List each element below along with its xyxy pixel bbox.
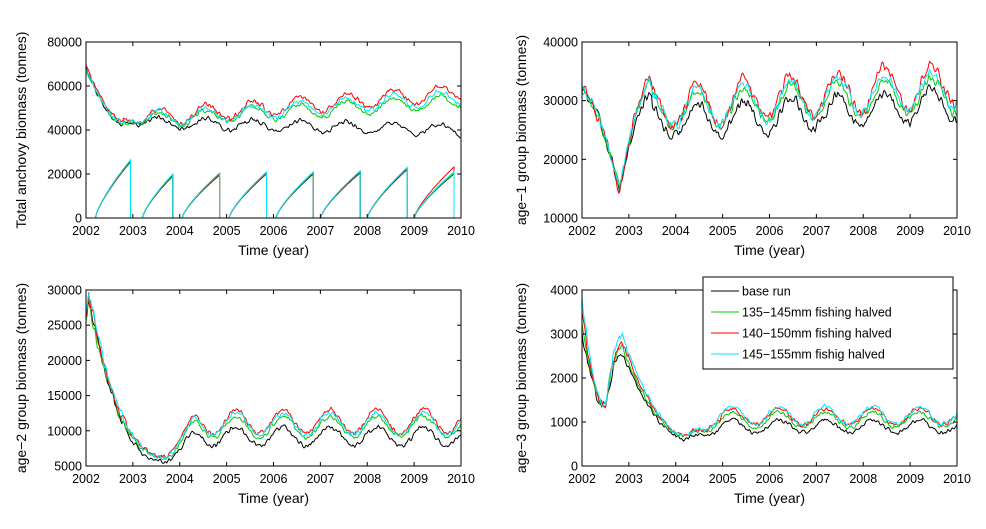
panel-age2-biomass: 2002 2003 2004 2005 2006 2007 2008 2009 2010 5000… — [13, 283, 475, 506]
x-tick-label: 2004 — [662, 472, 690, 486]
series-line-3 — [582, 60, 957, 195]
panel-age3-biomass: 2002 2003 2004 2005 2006 2007 2008 2009 2010 0 100… — [513, 276, 971, 506]
legend-label-2: 135−145mm fishing halved — [742, 306, 892, 320]
x-tick-label: 2002 — [568, 472, 596, 486]
x-tick-label: 2010 — [943, 472, 971, 486]
y-tick-label: 60000 — [47, 80, 82, 94]
x-tick-label: 2008 — [353, 472, 381, 486]
y-tick-label: 30000 — [543, 94, 578, 108]
x-tick-label: 2007 — [802, 224, 830, 238]
x-tick-label: 2003 — [615, 224, 643, 238]
y-tick-label: 10000 — [47, 424, 82, 438]
legend-label-1: base run — [742, 285, 791, 299]
series-line-4 — [582, 68, 957, 186]
y-axis-label: age−1 group biomass (tonnes) — [513, 35, 529, 225]
y-tick-label: 30000 — [47, 284, 82, 298]
series-group — [86, 292, 461, 464]
x-tick-label: 2005 — [213, 224, 241, 238]
sawtooth-line-3 — [94, 159, 455, 218]
series-group — [86, 64, 461, 218]
x-tick-label: 2004 — [662, 224, 690, 238]
sawtooth-line-4 — [94, 158, 455, 218]
y-axis-label: age−3 group biomass (tonnes) — [513, 283, 529, 473]
y-tick-label: 15000 — [47, 389, 82, 403]
x-tick-label: 2003 — [119, 224, 147, 238]
legend-box — [702, 276, 954, 370]
panel-age1-biomass: 2002 2003 2004 2005 2006 2007 2008 2009 2010 1000… — [513, 35, 971, 258]
x-tick-label: 2007 — [306, 224, 334, 238]
x-tick-label: 2008 — [849, 224, 877, 238]
x-tick-label: 2004 — [166, 472, 194, 486]
x-tick-label: 2005 — [709, 224, 737, 238]
sawtooth-line-1 — [94, 160, 455, 218]
x-tick-label: 2007 — [306, 472, 334, 486]
y-tick-label: 20000 — [47, 354, 82, 368]
y-tick-label: 1000 — [550, 416, 578, 430]
x-tick-label: 2005 — [213, 472, 241, 486]
series-line-4 — [582, 296, 957, 437]
axes-frame — [581, 41, 958, 219]
axes-frame — [85, 289, 462, 467]
y-tick-label: 3000 — [550, 328, 578, 342]
series-line-2 — [86, 298, 461, 460]
x-tick-label: 2006 — [756, 224, 784, 238]
x-tick-label: 2007 — [802, 472, 830, 486]
x-tick-label: 2009 — [896, 472, 924, 486]
x-axis-label: Time (year) — [734, 490, 805, 506]
series-line-1 — [582, 332, 957, 442]
x-tick-label: 2006 — [260, 472, 288, 486]
x-tick-label: 2009 — [400, 472, 428, 486]
x-tick-label: 2002 — [568, 224, 596, 238]
legend: base run 135−145mm fishing halved 140−150m… — [702, 276, 954, 370]
y-tick-label: 4000 — [550, 284, 578, 298]
x-tick-label: 2003 — [615, 472, 643, 486]
y-axis-label: Total anchovy biomass (tonnes) — [13, 32, 29, 229]
y-tick-label: 0 — [571, 460, 578, 474]
x-tick-label: 2005 — [709, 472, 737, 486]
x-tick-label: 2003 — [119, 472, 147, 486]
y-tick-label: 0 — [75, 212, 82, 226]
series-line-4 — [86, 68, 461, 128]
x-tick-label: 2010 — [447, 472, 475, 486]
series-line-1 — [86, 66, 461, 139]
y-tick-label: 25000 — [47, 319, 82, 333]
x-tick-label: 2010 — [447, 224, 475, 238]
x-tick-label: 2002 — [72, 472, 100, 486]
x-tick-label: 2008 — [353, 224, 381, 238]
x-tick-label: 2006 — [756, 472, 784, 486]
sawtooth-line-2 — [94, 159, 455, 218]
series-line-1 — [582, 84, 957, 193]
series-line-2 — [582, 322, 957, 438]
x-tick-label: 2006 — [260, 224, 288, 238]
x-axis-label: Time (year) — [238, 490, 309, 506]
x-axis-label: Time (year) — [734, 242, 805, 258]
y-tick-label: 20000 — [543, 153, 578, 167]
y-tick-label: 10000 — [543, 212, 578, 226]
x-tick-label: 2010 — [943, 224, 971, 238]
series-group — [582, 60, 957, 195]
y-tick-label: 80000 — [47, 36, 82, 50]
y-tick-label: 5000 — [54, 460, 82, 474]
y-tick-label: 20000 — [47, 168, 82, 182]
series-group — [582, 296, 957, 442]
x-tick-label: 2004 — [166, 224, 194, 238]
y-axis-label: age−2 group biomass (tonnes) — [13, 283, 29, 473]
series-line-1 — [86, 301, 461, 464]
x-axis-label: Time (year) — [238, 242, 309, 258]
y-tick-label: 40000 — [47, 124, 82, 138]
legend-label-3: 140−150mm fishing halved — [742, 327, 892, 341]
x-tick-label: 2009 — [400, 224, 428, 238]
y-tick-label: 2000 — [550, 372, 578, 386]
x-tick-label: 2002 — [72, 224, 100, 238]
y-tick-label: 40000 — [543, 36, 578, 50]
x-tick-label: 2008 — [849, 472, 877, 486]
panel-total-biomass: 2002 2003 2004 2005 2006 2007 2008 2009 2010 0 200… — [13, 32, 475, 258]
series-line-3 — [86, 64, 461, 126]
series-line-4 — [86, 293, 461, 461]
legend-label-4: 145−155mm fishig halved — [742, 348, 885, 362]
x-tick-label: 2009 — [896, 224, 924, 238]
